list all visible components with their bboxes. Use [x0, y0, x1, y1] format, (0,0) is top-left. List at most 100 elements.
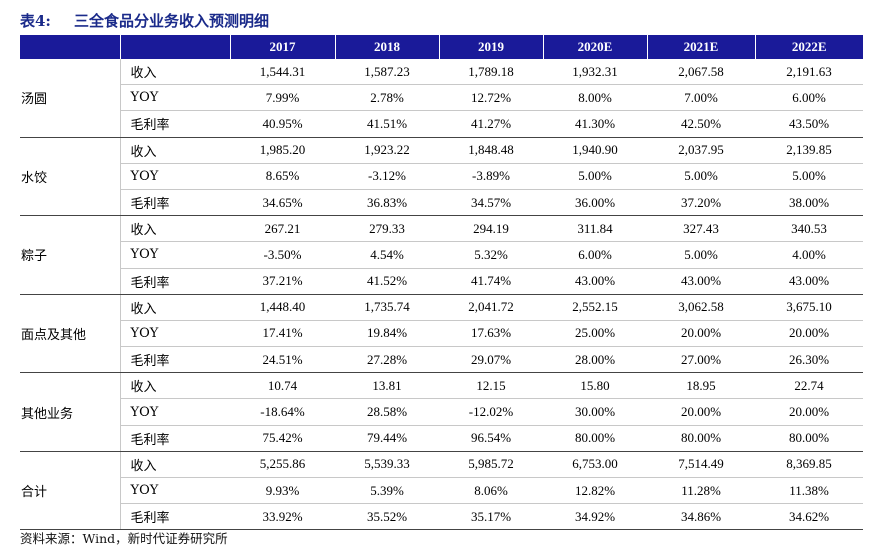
table-row: YOY 17.41% 19.84% 17.63% 25.00% 20.00% 20.00%: [20, 320, 863, 348]
value-cell: 35.17%: [439, 503, 543, 531]
value-cell: 25.00%: [543, 320, 647, 348]
table-row: 粽子 收入 267.21 279.33 294.19 311.84 327.43 340.53: [20, 215, 863, 295]
header-segment: [20, 35, 121, 59]
header-row: 2017 2018 2019 2020E 2021E 2022E: [20, 35, 863, 59]
value-cell: 5.32%: [439, 241, 543, 269]
table-row: 毛利率 75.42% 79.44% 96.54% 80.00% 80.00% 80.00%: [20, 425, 863, 452]
table-row: YOY -3.50% 4.54% 5.32% 6.00% 5.00% 4.00%: [20, 241, 863, 269]
value-cell: -18.64%: [230, 398, 335, 426]
value-cell: 3,675.10: [755, 294, 863, 321]
table-row: 毛利率 24.51% 27.28% 29.07% 28.00% 27.00% 26.30%: [20, 346, 863, 374]
header-metric: [120, 35, 231, 59]
metric-label: YOY: [120, 398, 230, 426]
header-year: 2022E: [755, 35, 863, 59]
metric-label: 毛利率: [120, 503, 230, 531]
value-cell: 27.28%: [335, 346, 439, 374]
value-cell: 6.00%: [543, 241, 647, 269]
metric-label: 收入: [120, 372, 230, 400]
value-cell: 20.00%: [755, 320, 863, 348]
value-cell: 5.00%: [647, 241, 755, 269]
metric-label: 毛利率: [120, 346, 230, 374]
value-cell: 8.06%: [439, 477, 543, 505]
value-cell: 267.21: [230, 215, 335, 243]
value-cell: 96.54%: [439, 425, 543, 452]
table-row: 其他业务 收入 10.74 13.81 12.15 15.80 18.95 22.74: [20, 372, 863, 452]
value-cell: 34.92%: [543, 503, 647, 531]
value-cell: 37.21%: [230, 268, 335, 295]
value-cell: 12.72%: [439, 84, 543, 112]
value-cell: 33.92%: [230, 503, 335, 531]
value-cell: 36.00%: [543, 189, 647, 217]
value-cell: 15.80: [543, 372, 647, 400]
value-cell: 5.00%: [755, 163, 863, 190]
value-cell: 19.84%: [335, 320, 439, 348]
metric-label: YOY: [120, 84, 230, 112]
value-cell: 34.86%: [647, 503, 755, 531]
value-cell: 80.00%: [755, 425, 863, 452]
value-cell: 4.00%: [755, 241, 863, 269]
value-cell: 43.00%: [543, 268, 647, 295]
value-cell: 5.00%: [647, 163, 755, 190]
value-cell: 3,062.58: [647, 294, 755, 321]
segment-name: 粽子: [20, 215, 121, 295]
value-cell: 1,932.31: [543, 59, 647, 86]
value-cell: 6,753.00: [543, 451, 647, 479]
value-cell: -3.50%: [230, 241, 335, 269]
value-cell: 42.50%: [647, 110, 755, 138]
metric-label: 收入: [120, 294, 230, 321]
value-cell: 41.51%: [335, 110, 439, 138]
value-cell: 41.27%: [439, 110, 543, 138]
value-cell: 12.15: [439, 372, 543, 400]
table-row: 汤圆 收入 1,544.31 1,587.23 1,789.18 1,932.31 2,06…: [20, 59, 863, 138]
value-cell: 41.52%: [335, 268, 439, 295]
metric-label: 收入: [120, 59, 230, 86]
value-cell: 30.00%: [543, 398, 647, 426]
value-cell: 1,587.23: [335, 59, 439, 86]
metric-label: YOY: [120, 241, 230, 269]
value-cell: 1,735.74: [335, 294, 439, 321]
value-cell: 5,539.33: [335, 451, 439, 479]
value-cell: 20.00%: [647, 320, 755, 348]
value-cell: 43.50%: [755, 110, 863, 138]
value-cell: 28.58%: [335, 398, 439, 426]
table-row: 毛利率 33.92% 35.52% 35.17% 34.92% 34.86% 34.62%: [20, 503, 863, 531]
value-cell: 2,067.58: [647, 59, 755, 86]
table-row: YOY 7.99% 2.78% 12.72% 8.00% 7.00% 6.00%: [20, 84, 863, 112]
value-cell: 20.00%: [647, 398, 755, 426]
value-cell: 1,789.18: [439, 59, 543, 86]
table-row: 面点及其他 收入 1,448.40 1,735.74 2,041.72 2,552.15 3…: [20, 294, 863, 374]
value-cell: 327.43: [647, 215, 755, 243]
value-cell: 36.83%: [335, 189, 439, 217]
forecast-table: 2017 2018 2019 2020E 2021E 2022E 汤圆 收入 1,5…: [20, 35, 863, 531]
segment-name: 面点及其他: [20, 294, 121, 374]
value-cell: 1,923.22: [335, 137, 439, 164]
header-year: 2021E: [647, 35, 756, 59]
value-cell: 13.81: [335, 372, 439, 400]
value-cell: 2,191.63: [755, 59, 863, 86]
value-cell: 28.00%: [543, 346, 647, 374]
table-caption: 三全食品分业务收入预测明细: [74, 12, 270, 30]
value-cell: 34.65%: [230, 189, 335, 217]
value-cell: -3.89%: [439, 163, 543, 190]
metric-label: 收入: [120, 137, 230, 164]
value-cell: 35.52%: [335, 503, 439, 531]
value-cell: 26.30%: [755, 346, 863, 374]
value-cell: 5.39%: [335, 477, 439, 505]
table-row: 毛利率 37.21% 41.52% 41.74% 43.00% 43.00% 43.00%: [20, 268, 863, 295]
value-cell: 41.74%: [439, 268, 543, 295]
value-cell: 11.28%: [647, 477, 755, 505]
value-cell: 2,041.72: [439, 294, 543, 321]
value-cell: 75.42%: [230, 425, 335, 452]
value-cell: 22.74: [755, 372, 863, 400]
metric-label: YOY: [120, 477, 230, 505]
value-cell: 80.00%: [647, 425, 755, 452]
value-cell: 7.00%: [647, 84, 755, 112]
value-cell: 9.93%: [230, 477, 335, 505]
value-cell: 38.00%: [755, 189, 863, 217]
table-row: 毛利率 40.95% 41.51% 41.27% 41.30% 42.50% 43.50%: [20, 110, 863, 138]
metric-label: 收入: [120, 215, 230, 243]
value-cell: 8,369.85: [755, 451, 863, 479]
value-cell: -12.02%: [439, 398, 543, 426]
value-cell: 79.44%: [335, 425, 439, 452]
table-row: 毛利率 34.65% 36.83% 34.57% 36.00% 37.20% 38.00%: [20, 189, 863, 217]
